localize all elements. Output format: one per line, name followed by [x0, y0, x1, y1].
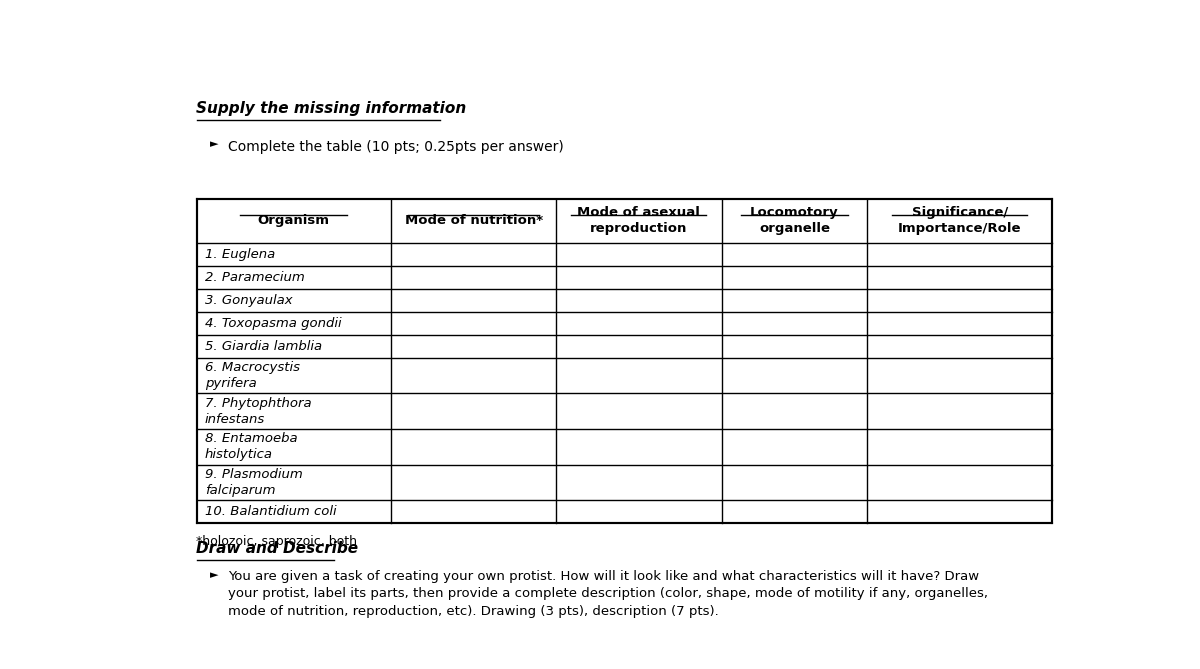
Text: 4. Toxopasma gondii: 4. Toxopasma gondii — [205, 316, 342, 330]
Text: Significance/
Importance/Role: Significance/ Importance/Role — [898, 206, 1021, 235]
Text: 3. Gonyaulax: 3. Gonyaulax — [205, 294, 293, 306]
Text: ►: ► — [210, 140, 218, 149]
Text: 9. Plasmodium
falciparum: 9. Plasmodium falciparum — [205, 468, 302, 497]
Text: You are given a task of creating your own protist. How will it look like and wha: You are given a task of creating your ow… — [228, 570, 988, 617]
Text: *holozoic, saprozoic, both: *holozoic, saprozoic, both — [197, 535, 358, 548]
Text: Mode of nutrition*: Mode of nutrition* — [404, 214, 542, 227]
Bar — [197, 199, 1052, 523]
Text: Draw and Describe: Draw and Describe — [197, 541, 359, 557]
Text: Organism: Organism — [258, 214, 330, 227]
Text: Supply the missing information: Supply the missing information — [197, 101, 467, 116]
Text: 1. Euglena: 1. Euglena — [205, 248, 275, 260]
Text: Locomotory
organelle: Locomotory organelle — [750, 206, 839, 235]
Text: ►: ► — [210, 570, 218, 579]
Text: 2. Paramecium: 2. Paramecium — [205, 270, 305, 284]
Text: 6. Macrocystis
pyrifera: 6. Macrocystis pyrifera — [205, 361, 300, 390]
Text: 10. Balantidium coli: 10. Balantidium coli — [205, 505, 336, 518]
Text: Complete the table (10 pts; 0.25pts per answer): Complete the table (10 pts; 0.25pts per … — [228, 140, 564, 153]
Text: 7. Phytophthora
infestans: 7. Phytophthora infestans — [205, 397, 312, 425]
Text: 5. Giardia lamblia: 5. Giardia lamblia — [205, 340, 322, 353]
Text: 8. Entamoeba
histolytica: 8. Entamoeba histolytica — [205, 432, 298, 462]
Text: Mode of asexual
reproduction: Mode of asexual reproduction — [577, 206, 701, 235]
